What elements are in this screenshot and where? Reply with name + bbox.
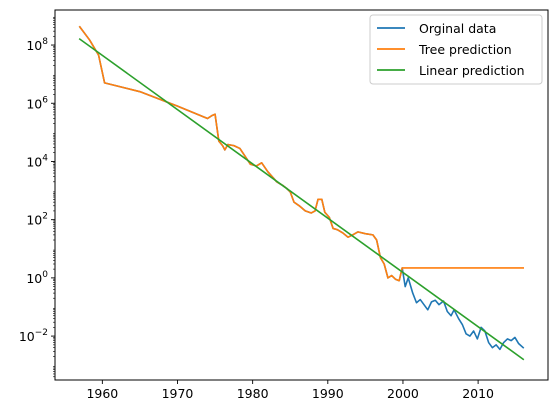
y-tick-label: 108 <box>26 37 48 53</box>
y-tick-label: 100 <box>26 270 48 286</box>
y-tick-exponent: −2 <box>35 328 48 338</box>
x-tick-label: 1980 <box>237 386 269 401</box>
y-tick-label: 104 <box>26 153 48 169</box>
x-tick-label: 2010 <box>462 386 494 401</box>
y-tick-exponent: 0 <box>42 270 48 280</box>
y-tick-base: 10 <box>26 96 42 111</box>
legend-box <box>369 14 543 85</box>
x-axis: 1960 1970 1980 1990 2000 2010 <box>86 380 494 401</box>
legend-label: Linear prediction <box>419 63 525 78</box>
y-tick-label: 10−2 <box>19 328 48 344</box>
y-tick-label: 106 <box>26 95 48 111</box>
y-tick-exponent: 4 <box>42 153 48 163</box>
legend-label: Tree prediction <box>418 42 512 57</box>
y-tick-exponent: 8 <box>42 37 48 47</box>
series-line-1 <box>78 25 524 282</box>
x-tick-label: 2000 <box>387 386 419 401</box>
legend-label: Orginal data <box>419 21 496 36</box>
y-tick-exponent: 6 <box>42 95 48 105</box>
x-tick-label: 1960 <box>86 386 118 401</box>
legend: Orginal data Tree prediction Linear predic… <box>369 14 543 85</box>
y-tick-base: 10 <box>26 271 42 286</box>
y-tick-base: 10 <box>26 38 42 53</box>
series-line-2 <box>78 37 525 361</box>
series-layer <box>78 25 525 361</box>
x-tick-label: 1970 <box>162 386 194 401</box>
y-tick-base: 10 <box>19 329 35 344</box>
x-tick-label: 1990 <box>312 386 344 401</box>
y-tick-exponent: 2 <box>42 212 48 222</box>
y-tick-base: 10 <box>26 213 42 228</box>
y-tick-base: 10 <box>26 154 42 169</box>
y-tick-label: 102 <box>26 212 48 228</box>
